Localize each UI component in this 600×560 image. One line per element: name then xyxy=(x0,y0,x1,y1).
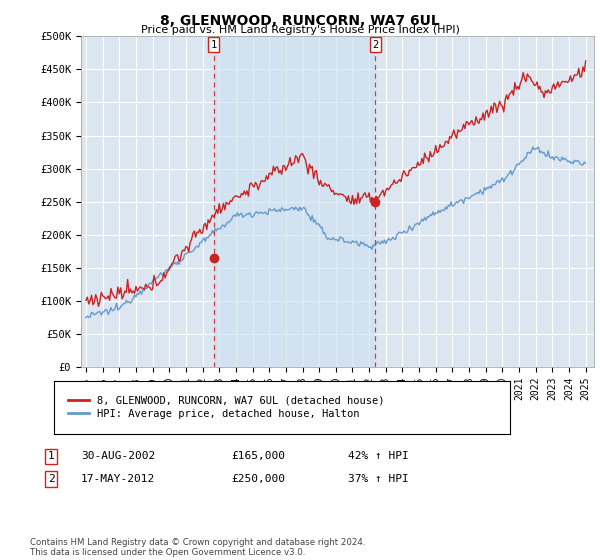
Text: Contains HM Land Registry data © Crown copyright and database right 2024.
This d: Contains HM Land Registry data © Crown c… xyxy=(30,538,365,557)
Text: 2: 2 xyxy=(47,474,55,484)
Text: 1: 1 xyxy=(211,40,217,50)
Text: Price paid vs. HM Land Registry's House Price Index (HPI): Price paid vs. HM Land Registry's House … xyxy=(140,25,460,35)
Text: 1: 1 xyxy=(47,451,55,461)
Text: 8, GLENWOOD, RUNCORN, WA7 6UL: 8, GLENWOOD, RUNCORN, WA7 6UL xyxy=(160,14,440,28)
Text: 17-MAY-2012: 17-MAY-2012 xyxy=(81,474,155,484)
Legend: 8, GLENWOOD, RUNCORN, WA7 6UL (detached house), HPI: Average price, detached hou: 8, GLENWOOD, RUNCORN, WA7 6UL (detached … xyxy=(64,391,389,423)
Text: 37% ↑ HPI: 37% ↑ HPI xyxy=(348,474,409,484)
Text: 42% ↑ HPI: 42% ↑ HPI xyxy=(348,451,409,461)
Text: 30-AUG-2002: 30-AUG-2002 xyxy=(81,451,155,461)
Bar xyxy=(214,36,376,367)
Text: £165,000: £165,000 xyxy=(231,451,285,461)
Text: £250,000: £250,000 xyxy=(231,474,285,484)
Text: 2: 2 xyxy=(373,40,379,50)
